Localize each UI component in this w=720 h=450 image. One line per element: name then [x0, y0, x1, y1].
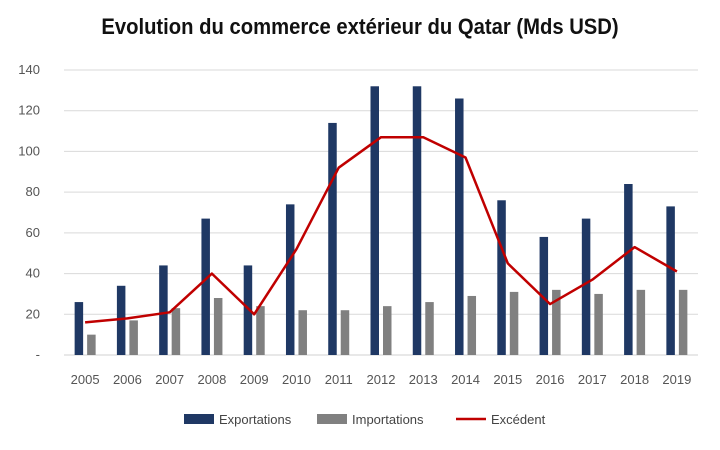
chart-title: Evolution du commerce extérieur du Qatar… [101, 14, 619, 39]
y-tick-label: 80 [26, 184, 40, 199]
bar-exportations [243, 265, 253, 355]
bar-importations [256, 306, 265, 355]
bar-exportations [666, 206, 675, 355]
bar-exportations [497, 200, 506, 355]
bar-exportations [116, 285, 126, 355]
bar-exportations [539, 236, 549, 355]
bar-exportations [370, 86, 379, 356]
x-tick-label: 2008 [197, 372, 226, 387]
bar-importations [87, 334, 96, 355]
y-tick-label: 40 [26, 266, 40, 281]
x-tick-label: 2013 [409, 372, 438, 387]
x-tick-label: 2010 [282, 372, 311, 387]
line-excedent [84, 135, 678, 324]
bar-exportations [624, 184, 633, 355]
bar-exportations [74, 302, 84, 355]
x-tick-label: 2015 [493, 372, 522, 387]
bar-importations [298, 310, 307, 355]
bar-exportations [285, 204, 295, 355]
legend-label: Exportations [219, 412, 292, 427]
bar-importations [678, 289, 688, 355]
bar-importations [552, 289, 561, 355]
legend-label: Excédent [491, 412, 546, 427]
bar-importations [636, 289, 646, 355]
bar-exportations [455, 98, 464, 355]
bar-importations [129, 320, 138, 355]
bar-importations [383, 306, 392, 355]
bar-importations [509, 291, 519, 355]
x-tick-label: 2019 [662, 372, 691, 387]
x-tick-label: 2011 [325, 372, 353, 387]
legend-label: Importations [352, 412, 424, 427]
x-tick-label: 2018 [620, 372, 649, 387]
bar-importations [467, 295, 477, 355]
bar-exportations [328, 122, 337, 355]
bar-importations [213, 298, 223, 355]
bar-exportations [581, 218, 591, 355]
y-tick-label: 140 [18, 62, 40, 77]
y-tick-label: 120 [18, 103, 40, 118]
y-tick-label: 60 [26, 225, 40, 240]
bar-importations [425, 302, 434, 355]
bar-exportations [412, 86, 422, 356]
bar-exportations [159, 265, 168, 355]
x-axis-ticks: 2005 2006 2007 2008 2009 2010 2011 2012 2013 2014… [71, 372, 692, 387]
bar-importations [340, 310, 350, 355]
x-tick-label: 2006 [113, 372, 142, 387]
bar-importations [594, 293, 603, 355]
legend-swatch-importations [317, 414, 347, 424]
y-tick-label: - [36, 347, 40, 362]
x-tick-label: 2005 [71, 372, 100, 387]
x-tick-label: 2007 [155, 372, 184, 387]
bar-importations [171, 308, 181, 355]
y-axis-ticks: - 20 40 60 80 100 120 140 [18, 62, 40, 362]
legend: Exportations Importations Excédent [184, 412, 546, 427]
x-tick-label: 2017 [578, 372, 607, 387]
line-series [84, 135, 678, 324]
x-tick-label: 2014 [451, 372, 480, 387]
x-tick-label: 2009 [240, 372, 269, 387]
bar-exportations [201, 218, 210, 355]
y-tick-label: 100 [18, 143, 40, 158]
y-tick-label: 20 [26, 306, 40, 321]
bars [74, 86, 688, 356]
gridlines [64, 69, 698, 356]
x-tick-label: 2016 [536, 372, 565, 387]
legend-swatch-exportations [184, 414, 214, 424]
x-tick-label: 2012 [367, 372, 396, 387]
